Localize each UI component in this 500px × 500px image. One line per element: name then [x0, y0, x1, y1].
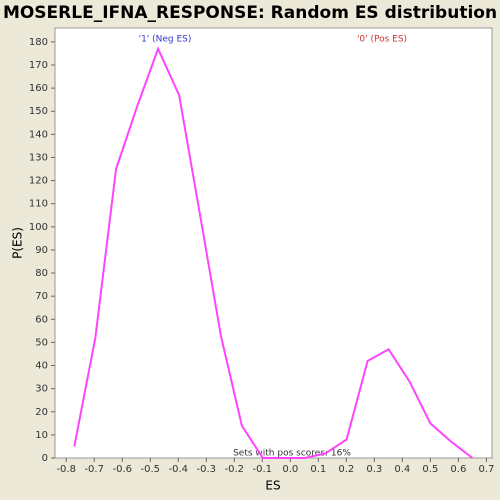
x-tick-label: -0.2 — [225, 464, 245, 475]
y-tick-label: 0 — [42, 453, 48, 464]
y-tick-label: 60 — [35, 314, 48, 325]
y-tick-label: 150 — [29, 106, 48, 117]
y-tick-label: 10 — [35, 430, 48, 441]
annotation: '0' (Pos ES) — [357, 35, 407, 45]
x-tick-label: 0.4 — [394, 464, 410, 475]
x-tick-label: 0.7 — [478, 464, 494, 475]
y-tick-label: 30 — [35, 384, 48, 395]
y-tick-label: 110 — [29, 199, 48, 210]
x-axis-label: ES — [265, 479, 280, 493]
annotation: Sets with pos scores: 16% — [233, 449, 351, 459]
y-tick-label: 70 — [35, 291, 48, 302]
y-tick-label: 90 — [35, 245, 48, 256]
x-tick-label: -0.4 — [168, 464, 188, 475]
x-tick-label: -0.3 — [197, 464, 217, 475]
x-tick-label: -0.1 — [253, 464, 273, 475]
data-line — [73, 46, 474, 459]
x-tick-label: -0.5 — [140, 464, 160, 475]
y-tick-label: 80 — [35, 268, 48, 279]
y-tick-label: 140 — [29, 129, 48, 140]
chart-title: MOSERLE_IFNA_RESPONSE: Random ES distrib… — [3, 3, 497, 23]
x-tick-label: 0.5 — [422, 464, 438, 475]
x-tick-label: 0.6 — [450, 464, 466, 475]
x-tick-label: -0.6 — [112, 464, 132, 475]
plot-area — [54, 27, 493, 459]
y-tick-label: 20 — [35, 407, 48, 418]
y-tick-label: 50 — [35, 337, 48, 348]
x-tick-label: 0.1 — [310, 464, 326, 475]
x-tick-label: 0.0 — [282, 464, 298, 475]
x-tick-label: -0.7 — [84, 464, 104, 475]
y-axis-label: P(ES) — [11, 227, 25, 259]
y-tick-label: 130 — [29, 152, 48, 163]
y-tick-label: 170 — [29, 60, 48, 71]
annotation: '1' (Neg ES) — [139, 35, 192, 45]
y-tick-label: 120 — [29, 176, 48, 187]
x-tick-label: 0.2 — [338, 464, 354, 475]
x-tick-label: 0.3 — [366, 464, 382, 475]
y-tick-label: 100 — [29, 222, 48, 233]
y-tick-label: 160 — [29, 83, 48, 94]
y-tick-label: 180 — [29, 37, 48, 48]
x-tick-label: -0.8 — [56, 464, 76, 475]
y-tick-label: 40 — [35, 361, 48, 372]
